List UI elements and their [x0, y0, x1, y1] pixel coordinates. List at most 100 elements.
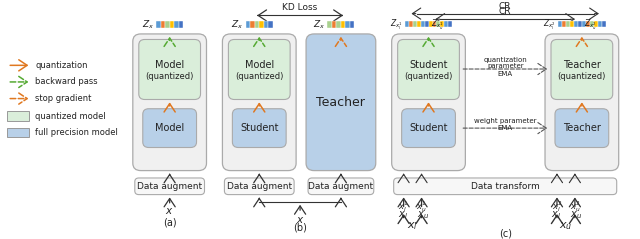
Bar — [408, 21, 413, 27]
Text: Model: Model — [155, 60, 184, 70]
Bar — [590, 21, 594, 27]
Text: (b): (b) — [293, 223, 307, 233]
Text: $x_u^1$: $x_u^1$ — [416, 199, 427, 214]
FancyBboxPatch shape — [133, 34, 207, 171]
Text: EMA: EMA — [498, 125, 513, 131]
Bar — [562, 21, 566, 27]
Text: quantized model: quantized model — [35, 112, 106, 121]
Text: weight parameter: weight parameter — [474, 118, 536, 124]
Bar — [582, 21, 586, 27]
Text: KD Loss: KD Loss — [282, 3, 317, 12]
Bar — [341, 21, 346, 28]
Text: $Z_{x_l^2}$: $Z_{x_l^2}$ — [543, 18, 556, 32]
Text: $x$: $x$ — [296, 215, 305, 224]
Text: $Z_x$: $Z_x$ — [231, 18, 243, 31]
Text: $x_u^2$: $x_u^2$ — [570, 199, 580, 214]
FancyBboxPatch shape — [545, 34, 619, 171]
Bar — [444, 21, 449, 27]
Text: Teacher: Teacher — [563, 60, 601, 70]
Text: $x_u$: $x_u$ — [417, 209, 429, 221]
Bar — [594, 21, 598, 27]
Text: (quantized): (quantized) — [235, 72, 284, 81]
Text: $Z_{x_u^2}$: $Z_{x_u^2}$ — [584, 18, 596, 32]
Bar — [350, 21, 355, 28]
Text: $Z_x$: $Z_x$ — [313, 18, 325, 31]
Bar — [346, 21, 350, 28]
Bar — [156, 21, 161, 28]
Bar — [570, 21, 574, 27]
Bar — [578, 21, 582, 27]
Bar — [449, 21, 452, 27]
Bar — [246, 21, 250, 28]
Text: quantization: quantization — [35, 61, 88, 70]
Bar — [255, 21, 259, 28]
Bar — [328, 21, 332, 28]
Bar — [598, 21, 602, 27]
Text: Data transform: Data transform — [471, 182, 540, 191]
Text: Data augment: Data augment — [308, 182, 374, 191]
Text: (quantized): (quantized) — [404, 72, 452, 81]
Text: quantization: quantization — [483, 57, 527, 63]
FancyBboxPatch shape — [397, 39, 460, 99]
FancyBboxPatch shape — [306, 34, 376, 171]
Bar — [404, 21, 408, 27]
Bar — [264, 21, 268, 28]
FancyBboxPatch shape — [232, 109, 286, 147]
FancyBboxPatch shape — [143, 109, 196, 147]
Text: $Z_x$: $Z_x$ — [141, 18, 154, 31]
FancyBboxPatch shape — [394, 178, 617, 195]
Text: $x_l^1$: $x_l^1$ — [398, 199, 409, 214]
FancyBboxPatch shape — [228, 39, 290, 99]
Bar — [8, 128, 29, 137]
FancyBboxPatch shape — [135, 178, 205, 195]
Bar — [165, 21, 170, 28]
Text: Teacher: Teacher — [563, 123, 601, 133]
Bar — [268, 21, 273, 28]
FancyBboxPatch shape — [225, 178, 294, 195]
FancyBboxPatch shape — [392, 34, 465, 171]
Bar — [417, 21, 420, 27]
Bar — [433, 21, 436, 27]
Text: (c): (c) — [499, 228, 512, 238]
Text: Student: Student — [409, 123, 448, 133]
Text: (a): (a) — [163, 217, 177, 227]
Bar — [558, 21, 562, 27]
Text: Teacher: Teacher — [316, 96, 365, 109]
Text: $x_l$: $x_l$ — [397, 209, 408, 221]
Text: (quantized): (quantized) — [557, 72, 606, 81]
Text: $Z_{x_l^1}$: $Z_{x_l^1}$ — [390, 18, 403, 32]
Text: Student: Student — [240, 123, 278, 133]
Bar — [259, 21, 264, 28]
Bar — [602, 21, 605, 27]
Text: EMA: EMA — [498, 71, 513, 77]
Text: Model: Model — [155, 123, 184, 133]
Text: backward pass: backward pass — [35, 77, 98, 87]
Text: full precision model: full precision model — [35, 128, 118, 137]
Text: $x_u$: $x_u$ — [559, 220, 573, 232]
FancyBboxPatch shape — [555, 109, 609, 147]
FancyBboxPatch shape — [139, 39, 200, 99]
Text: parameter: parameter — [487, 63, 524, 69]
Bar — [586, 21, 590, 27]
Text: $x_l^2$: $x_l^2$ — [552, 199, 563, 214]
Bar — [161, 21, 165, 28]
FancyBboxPatch shape — [308, 178, 374, 195]
FancyBboxPatch shape — [402, 109, 456, 147]
Bar — [436, 21, 440, 27]
Bar — [566, 21, 570, 27]
Bar — [332, 21, 337, 28]
Bar — [429, 21, 433, 27]
Text: Student: Student — [409, 60, 448, 70]
Bar — [250, 21, 255, 28]
Text: (quantized): (quantized) — [145, 72, 194, 81]
Text: $x_l$: $x_l$ — [407, 220, 418, 232]
FancyBboxPatch shape — [223, 34, 296, 171]
Text: $x_u$: $x_u$ — [570, 209, 582, 221]
Text: Data augment: Data augment — [227, 182, 292, 191]
Text: $Z_{x_u^1}$: $Z_{x_u^1}$ — [431, 18, 444, 32]
Text: $x_l$: $x_l$ — [551, 209, 561, 221]
Bar — [574, 21, 578, 27]
Text: stop gradient: stop gradient — [35, 94, 92, 103]
Bar — [424, 21, 429, 27]
FancyBboxPatch shape — [551, 39, 612, 99]
